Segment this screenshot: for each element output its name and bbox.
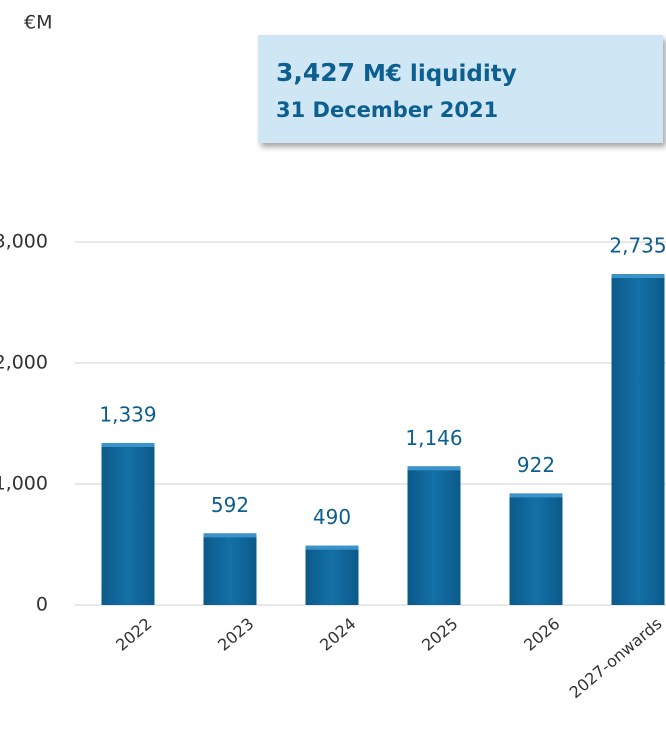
- bar: [203, 533, 257, 605]
- value-label: 1,146: [405, 426, 462, 450]
- annotation-value: 3,427: [276, 58, 355, 87]
- y-tick-label: 2,000: [0, 352, 48, 374]
- annotation-date: 31 December 2021: [276, 98, 498, 122]
- bar: [101, 442, 155, 605]
- annotation-text: M€ liquidity: [363, 61, 517, 87]
- bar-highlight: [407, 466, 461, 471]
- value-label: 592: [211, 493, 249, 517]
- bar-highlight: [101, 442, 155, 447]
- x-tick-label: 2022: [112, 614, 155, 655]
- bar-highlight: [203, 533, 257, 538]
- bar: [509, 493, 563, 605]
- bar-highlight: [611, 274, 665, 279]
- value-label: 922: [517, 453, 555, 477]
- bar-highlight: [509, 493, 563, 498]
- x-tick-label: 2026: [520, 614, 563, 655]
- x-tick-label: 2025: [418, 614, 461, 655]
- value-label: 490: [313, 505, 351, 529]
- y-tick-label: 0: [36, 594, 48, 616]
- y-tick-label: 1,000: [0, 473, 48, 495]
- x-tick-label: 2024: [316, 614, 359, 655]
- bar: [611, 274, 665, 605]
- x-tick-label: 2023: [214, 614, 257, 655]
- bar: [407, 466, 461, 605]
- y-tick-label: 3,000: [0, 231, 48, 253]
- value-label: 1,339: [99, 402, 156, 426]
- bar-highlight: [305, 545, 359, 550]
- value-label: 2,735: [609, 234, 666, 258]
- annotation-box: [258, 35, 663, 143]
- annotation: 3,427 M€ liquidity: [276, 58, 517, 87]
- y-unit: €M: [24, 12, 52, 34]
- bar: [305, 545, 359, 605]
- x-tick-label: 2027-onwards: [566, 614, 666, 702]
